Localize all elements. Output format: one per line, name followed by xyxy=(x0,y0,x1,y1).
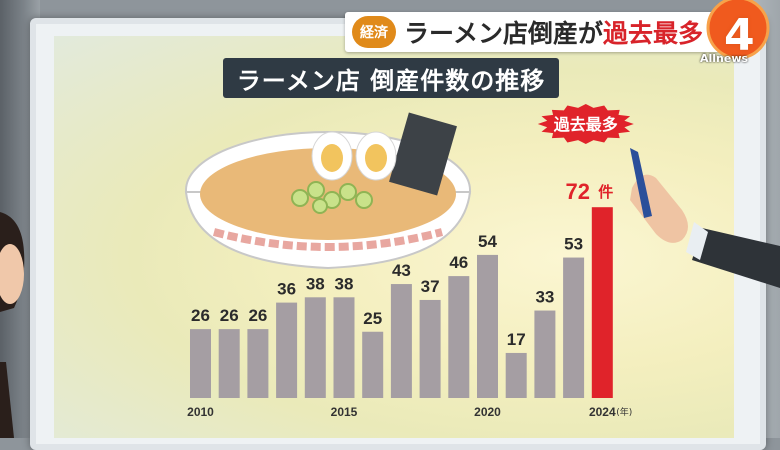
x-tick-2015: 2015 xyxy=(331,405,358,419)
record-badge-label: 過去最多 xyxy=(553,115,618,134)
data-labels-group: 26 26 26 36 38 38 25 43 37 46 54 17 33 53 72 件 過去最多 xyxy=(191,104,634,349)
bar-2013 xyxy=(276,302,298,398)
headline-prefix: ラーメン店倒産が xyxy=(404,19,604,48)
bar-2015 xyxy=(333,297,355,398)
bar-2010 xyxy=(190,329,211,398)
x-tick-2024: 2024 xyxy=(589,405,616,419)
chart-title-box xyxy=(223,58,559,98)
x-tick-2020: 2020 xyxy=(474,405,501,419)
bar-2023 xyxy=(563,257,585,398)
bar-2014 xyxy=(304,297,326,398)
bar-2022 xyxy=(534,310,556,398)
data-label-2017: 43 xyxy=(392,261,411,280)
ramen-bowl-illustration xyxy=(184,112,472,270)
bar-2019 xyxy=(448,276,470,398)
data-label-2022: 33 xyxy=(535,288,554,307)
presenter-arm xyxy=(630,148,780,288)
data-label-2012: 26 xyxy=(248,306,267,325)
bar-2011 xyxy=(218,329,240,398)
x-axis-unit: (年) xyxy=(616,406,632,418)
record-badge-icon xyxy=(537,104,634,144)
data-label-2014: 38 xyxy=(306,274,325,293)
x-tick-2010: 2010 xyxy=(187,405,214,419)
bars-group xyxy=(190,207,613,398)
data-label-2019: 46 xyxy=(449,253,468,272)
bar-2018 xyxy=(419,299,441,398)
channel-logo-icon xyxy=(706,0,770,60)
category-tag: 経済 xyxy=(352,16,396,48)
bar-2021 xyxy=(505,352,527,398)
data-label-unit: 件 xyxy=(598,183,613,201)
bar-2016 xyxy=(362,331,384,398)
data-label-highlight: 72 xyxy=(566,179,590,204)
channel-logo-text: Allnews xyxy=(700,52,749,65)
data-label-2015: 38 xyxy=(335,274,354,293)
bar-highlight-2024 xyxy=(591,207,613,398)
headline-highlight: 過去最多 xyxy=(603,19,704,48)
data-label-2018: 37 xyxy=(421,277,440,296)
data-label-2011: 26 xyxy=(220,306,239,325)
data-label-2020: 54 xyxy=(478,232,497,251)
bar-chart: 26 26 26 36 38 38 25 43 37 46 54 17 33 53 72 件 過去最多 2010… xyxy=(184,104,634,419)
data-label-2021: 17 xyxy=(507,330,526,349)
news-banner xyxy=(345,12,723,52)
data-label-2013: 36 xyxy=(277,280,296,299)
bar-2012 xyxy=(247,329,269,398)
data-label-2016: 25 xyxy=(363,309,382,328)
data-label-2010: 26 xyxy=(191,306,210,325)
bar-2017 xyxy=(390,284,412,398)
data-label-2023: 53 xyxy=(564,235,583,254)
bar-2020 xyxy=(477,254,498,398)
presenter-left xyxy=(0,212,25,438)
headline: ラーメン店倒産が 過去最多 xyxy=(404,12,703,52)
channel-logo-number: 4 xyxy=(724,10,755,61)
x-ticks-group: 2010 2015 2020 2024 (年) xyxy=(187,405,632,419)
chart-title: ラーメン店 倒産件数の推移 xyxy=(236,66,546,95)
